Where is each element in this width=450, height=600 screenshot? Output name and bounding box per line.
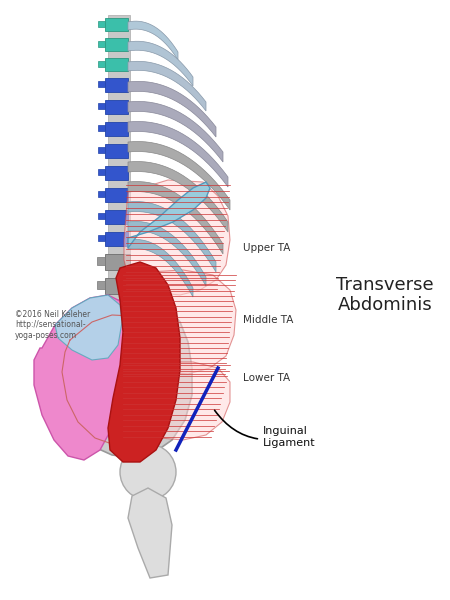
Polygon shape [105, 254, 130, 270]
Polygon shape [128, 221, 206, 286]
Polygon shape [105, 188, 128, 202]
Polygon shape [128, 182, 223, 254]
Polygon shape [97, 305, 105, 313]
Polygon shape [98, 21, 105, 27]
Polygon shape [105, 58, 128, 71]
Circle shape [120, 444, 176, 500]
Text: ©2016 Neil Keleher
http://sensational-
yoga-poses.com: ©2016 Neil Keleher http://sensational- y… [15, 310, 90, 340]
Polygon shape [105, 122, 128, 136]
Polygon shape [98, 81, 105, 87]
Polygon shape [124, 180, 230, 295]
Text: Middle TA: Middle TA [243, 315, 293, 325]
Polygon shape [128, 161, 228, 232]
Polygon shape [97, 257, 105, 265]
Polygon shape [122, 270, 236, 374]
Polygon shape [98, 235, 105, 241]
Polygon shape [105, 144, 128, 158]
Polygon shape [98, 61, 105, 67]
Polygon shape [128, 239, 193, 297]
Polygon shape [98, 191, 105, 197]
Polygon shape [98, 147, 105, 153]
Polygon shape [105, 350, 130, 366]
Polygon shape [128, 488, 172, 578]
Polygon shape [105, 232, 128, 246]
Polygon shape [105, 278, 130, 294]
Polygon shape [128, 21, 178, 60]
Polygon shape [98, 213, 105, 219]
Polygon shape [128, 121, 228, 187]
Text: Upper TA: Upper TA [243, 243, 290, 253]
Polygon shape [128, 142, 230, 210]
Polygon shape [128, 202, 216, 272]
Polygon shape [128, 61, 206, 111]
Polygon shape [34, 295, 132, 460]
Polygon shape [98, 103, 105, 109]
Polygon shape [105, 166, 128, 180]
Text: Inguinal
Ligament: Inguinal Ligament [215, 410, 315, 448]
Polygon shape [128, 82, 216, 137]
Polygon shape [97, 281, 105, 289]
Polygon shape [97, 329, 105, 337]
Text: Lower TA: Lower TA [243, 373, 290, 383]
Polygon shape [105, 210, 128, 224]
Polygon shape [97, 353, 105, 361]
Polygon shape [105, 38, 128, 51]
Polygon shape [98, 125, 105, 131]
Text: Transverse
Abdominis: Transverse Abdominis [336, 275, 434, 314]
Polygon shape [105, 326, 130, 342]
Polygon shape [105, 100, 128, 114]
Polygon shape [105, 78, 128, 92]
Polygon shape [122, 362, 230, 440]
Polygon shape [105, 18, 128, 31]
Polygon shape [108, 15, 130, 400]
Polygon shape [98, 41, 105, 47]
Polygon shape [105, 302, 130, 318]
Polygon shape [128, 182, 210, 248]
Polygon shape [128, 101, 223, 162]
Polygon shape [48, 298, 192, 458]
Polygon shape [106, 374, 132, 440]
Polygon shape [128, 41, 193, 86]
Polygon shape [108, 262, 180, 462]
Polygon shape [98, 169, 105, 175]
Polygon shape [55, 295, 122, 360]
